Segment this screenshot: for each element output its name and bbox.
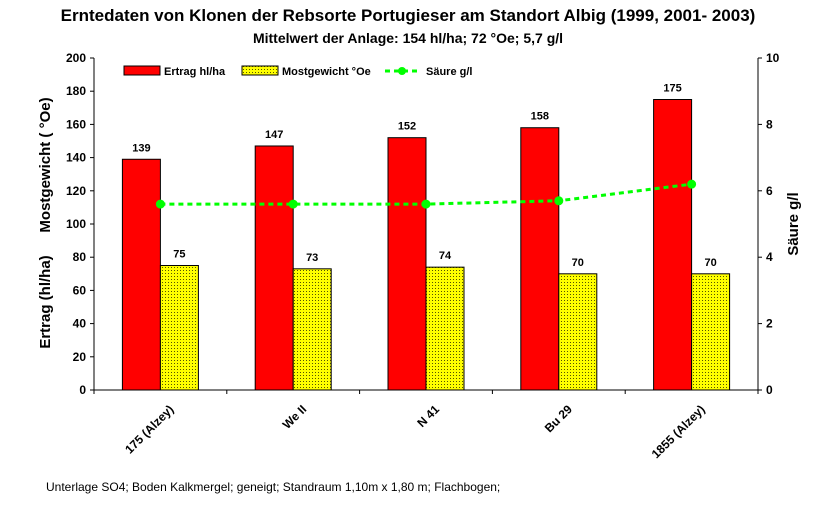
x-category-label: We II bbox=[280, 402, 310, 432]
legend-swatch-mostgewicht bbox=[241, 65, 279, 76]
left-tick-label: 60 bbox=[73, 283, 87, 297]
bar-mostgewicht bbox=[292, 268, 332, 391]
bar-ertrag bbox=[520, 127, 560, 391]
x-category-label: 1855 (Alzey) bbox=[649, 402, 708, 461]
bar-mostgewicht bbox=[159, 265, 199, 391]
point-saeure bbox=[687, 179, 697, 189]
y-axis-title-left-yield: Ertrag (hl/ha) bbox=[37, 255, 54, 348]
data-label-mostgewicht: 73 bbox=[306, 252, 318, 264]
point-saeure bbox=[554, 196, 564, 206]
data-label-mostgewicht: 75 bbox=[173, 249, 185, 261]
right-tick-label: 2 bbox=[766, 317, 773, 331]
data-label-mostgewicht: 74 bbox=[439, 250, 452, 262]
legend-label-mostgewicht: Mostgewicht °Oe bbox=[282, 66, 371, 78]
chart-subtitle: Mittelwert der Anlage: 154 hl/ha; 72 °Oe… bbox=[252, 30, 564, 46]
left-tick-label: 20 bbox=[73, 350, 87, 364]
y-axis-title-left-must: Mostgewicht ( °Oe) bbox=[37, 97, 54, 232]
bar-ertrag bbox=[121, 158, 161, 391]
right-tick-label: 10 bbox=[766, 51, 780, 65]
data-label-ertrag: 139 bbox=[132, 142, 150, 154]
data-label-ertrag: 147 bbox=[265, 129, 283, 141]
data-label-ertrag: 175 bbox=[663, 83, 681, 95]
left-tick-label: 100 bbox=[66, 217, 86, 231]
bar-ertrag bbox=[653, 99, 693, 391]
bar-mostgewicht bbox=[425, 266, 465, 391]
y-axis-title-right: Säure g/l bbox=[785, 192, 802, 255]
plot-area: 0 20 40 60 80 100 120 140 160 180 200 0 2 4 6 8 10 175 (A… bbox=[37, 51, 802, 461]
point-saeure bbox=[421, 199, 431, 209]
data-label-ertrag: 158 bbox=[531, 111, 549, 123]
left-tick-label: 200 bbox=[66, 51, 86, 65]
data-label-mostgewicht: 70 bbox=[704, 257, 716, 269]
legend-swatch-saeure-point bbox=[398, 67, 406, 75]
right-tick-label: 6 bbox=[766, 184, 773, 198]
bar-ertrag bbox=[387, 137, 427, 391]
left-tick-label: 40 bbox=[73, 317, 87, 331]
left-tick-label: 120 bbox=[66, 184, 86, 198]
point-saeure bbox=[155, 199, 165, 209]
right-tick-label: 0 bbox=[766, 383, 773, 397]
footnote: Unterlage SO4; Boden Kalkmergel; geneigt… bbox=[46, 480, 501, 494]
point-saeure bbox=[288, 199, 298, 209]
legend-swatch-ertrag bbox=[123, 65, 161, 76]
bar-ertrag bbox=[254, 145, 294, 391]
left-tick-label: 140 bbox=[66, 151, 86, 165]
chart-title: Erntedaten von Klonen der Rebsorte Portu… bbox=[60, 6, 756, 25]
left-tick-label: 0 bbox=[79, 383, 86, 397]
x-category-label: Bu 29 bbox=[542, 402, 575, 435]
bar-mostgewicht bbox=[558, 273, 598, 391]
left-tick-label: 160 bbox=[66, 117, 86, 131]
right-tick-label: 4 bbox=[766, 250, 773, 264]
x-category-label: 175 (Alzey) bbox=[122, 402, 176, 456]
x-category-label: N 41 bbox=[414, 402, 442, 430]
right-tick-label: 8 bbox=[766, 117, 773, 131]
left-tick-label: 180 bbox=[66, 84, 86, 98]
bar-mostgewicht bbox=[691, 273, 731, 391]
left-tick-label: 80 bbox=[73, 250, 87, 264]
legend-label-ertrag: Ertrag hl/ha bbox=[164, 66, 226, 78]
legend-label-saeure: Säure g/l bbox=[426, 66, 472, 78]
data-label-ertrag: 152 bbox=[398, 121, 416, 133]
data-label-mostgewicht: 70 bbox=[572, 257, 584, 269]
